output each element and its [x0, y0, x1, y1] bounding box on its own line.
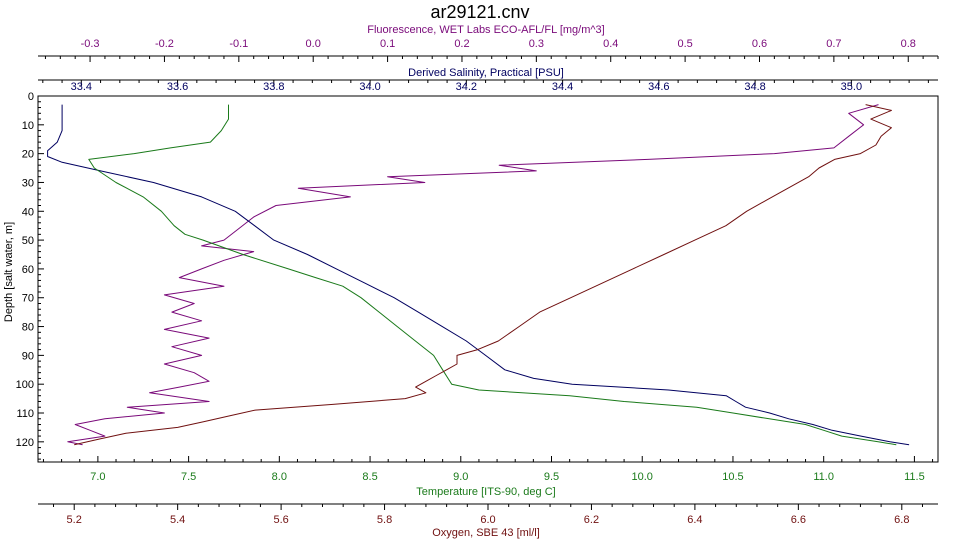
oxygen-tick-label: 6.2: [584, 514, 599, 526]
salinity-profile-line: [47, 104, 910, 446]
depth-tick-label: 20: [22, 149, 34, 161]
oxygen-tick-label: 5.4: [170, 514, 185, 526]
salinity-tick-label: 34.2: [456, 81, 477, 93]
temperature-axis-label: Temperature [ITS-90, deg C]: [416, 486, 555, 498]
fluorescence-tick-label: 0.4: [603, 38, 618, 50]
temperature-tick-label: 7.5: [181, 471, 196, 483]
fluorescence-profile-line: [67, 104, 879, 446]
temperature-profile-line: [88, 104, 897, 446]
temperature-tick-label: 7.0: [90, 471, 105, 483]
oxygen-axis-ticks: 5.2 5.4 5.6 5.8 6.0 6.2 6.4 6.6 6.8: [53, 504, 923, 526]
fluorescence-tick-label: -0.3: [81, 38, 100, 50]
oxygen-tick-label: 5.8: [377, 514, 392, 526]
oxygen-tick-label: 5.2: [67, 514, 82, 526]
depth-tick-label: 60: [22, 264, 34, 276]
fluorescence-tick-label: 0.5: [677, 38, 692, 50]
fluorescence-tick-label: -0.2: [155, 38, 174, 50]
temperature-tick-label: 11.0: [813, 471, 834, 483]
oxygen-profile-line: [74, 104, 892, 446]
fluorescence-tick-label: 0.8: [901, 38, 916, 50]
salinity-tick-label: 35.0: [841, 81, 862, 93]
depth-tick-label: 110: [16, 408, 34, 420]
oxygen-tick-label: 6.4: [687, 514, 702, 526]
fluorescence-tick-label: 0.0: [306, 38, 321, 50]
oxygen-tick-label: 6.0: [480, 514, 495, 526]
fluorescence-tick-label: -0.1: [229, 38, 248, 50]
temperature-tick-label: 11.5: [904, 471, 925, 483]
temperature-tick-label: 8.0: [272, 471, 287, 483]
temperature-tick-label: 10.0: [632, 471, 653, 483]
depth-tick-label: 50: [22, 235, 34, 247]
fluorescence-tick-label: 0.6: [752, 38, 767, 50]
depth-tick-label: 80: [22, 322, 34, 334]
depth-tick-label: 0: [28, 91, 34, 103]
salinity-tick-label: 33.4: [71, 81, 92, 93]
oxygen-tick-label: 6.6: [791, 514, 806, 526]
oxygen-tick-label: 6.8: [894, 514, 909, 526]
depth-tick-label: 40: [22, 206, 34, 218]
depth-axis-label: Depth [salt water, m]: [3, 222, 15, 322]
fluorescence-tick-label: 0.7: [826, 38, 841, 50]
salinity-tick-label: 34.6: [648, 81, 669, 93]
depth-tick-label: 100: [16, 379, 34, 391]
depth-tick-label: 30: [22, 177, 34, 189]
chart-title: ar29121.cnv: [430, 2, 529, 22]
fluorescence-tick-label: 0.1: [380, 38, 395, 50]
temperature-tick-label: 9.0: [453, 471, 468, 483]
fluorescence-tick-label: 0.2: [454, 38, 469, 50]
salinity-tick-label: 33.8: [263, 81, 284, 93]
salinity-tick-label: 34.8: [744, 81, 765, 93]
depth-axis-ticks: 0 10 20 30 40 50 60 70 80 90 100 110 120: [16, 91, 44, 460]
depth-tick-label: 70: [22, 293, 34, 305]
temperature-tick-label: 9.5: [544, 471, 559, 483]
depth-tick-label: 90: [22, 350, 34, 362]
temperature-axis-ticks: 7.0 7.5 8.0 8.5 9.0 9.5 10.0 10.5 11.0 11.5: [42, 456, 934, 483]
temperature-tick-label: 8.5: [362, 471, 377, 483]
depth-tick-label: 10: [22, 120, 34, 132]
series-layer: [47, 104, 910, 446]
salinity-tick-label: 34.4: [552, 81, 573, 93]
oxygen-tick-label: 5.6: [273, 514, 288, 526]
salinity-tick-label: 34.0: [359, 81, 380, 93]
temperature-tick-label: 10.5: [722, 471, 743, 483]
oxygen-axis-label: Oxygen, SBE 43 [ml/l]: [432, 527, 540, 539]
fluorescence-axis-ticks: -0.3 -0.2 -0.1 0.0 0.1 0.2 0.3 0.4 0.5 0.6 0.7 0.8: [44, 38, 939, 62]
fluorescence-axis-label: Fluorescence, WET Labs ECO-AFL/FL [mg/m^…: [367, 24, 604, 36]
salinity-tick-label: 33.6: [167, 81, 188, 93]
salinity-axis-ticks: 33.4 33.6 33.8 34.0 34.2 34.4 34.6 34.8 35.0: [42, 80, 929, 93]
salinity-axis-label: Derived Salinity, Practical [PSU]: [408, 67, 564, 79]
depth-tick-label: 120: [16, 437, 34, 449]
fluorescence-tick-label: 0.3: [529, 38, 544, 50]
